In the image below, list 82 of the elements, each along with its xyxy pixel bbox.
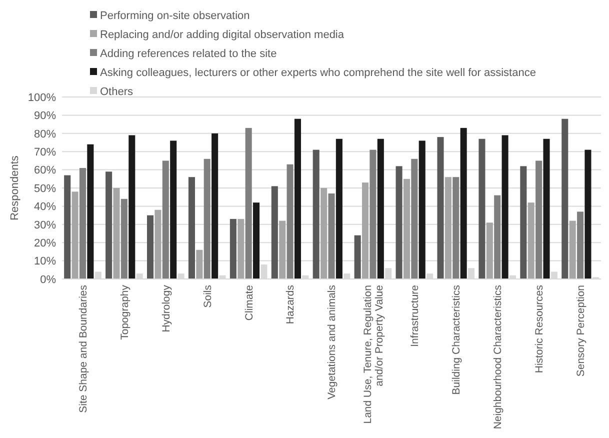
x-tick-label: Hazards — [284, 285, 297, 324]
legend-label: Adding references related to the site — [100, 48, 277, 60]
bar — [584, 150, 592, 279]
bar — [162, 160, 169, 279]
y-tick-label: 100% — [28, 92, 56, 104]
bar — [362, 182, 369, 279]
y-tick-label: 20% — [34, 237, 56, 250]
legend-label: Performing on-site observation — [100, 10, 250, 22]
bar — [204, 158, 210, 279]
bar — [543, 138, 550, 279]
x-tick-label: Climate — [243, 284, 256, 321]
x-tick-label: Site Shape and Boundaries — [77, 285, 90, 413]
legend-label: Asking colleagues, lecturers or other experts who comprehend the site well for assistance — [100, 66, 536, 79]
x-tick-label: Topography — [118, 284, 131, 340]
bar — [494, 195, 501, 279]
bar — [238, 218, 244, 279]
bar — [312, 150, 320, 279]
y-tick-label: 0% — [40, 274, 56, 286]
bar — [279, 220, 286, 279]
bar — [577, 212, 584, 279]
x-tick-label: Infrastructure — [409, 284, 422, 347]
y-tick-label: 40% — [34, 201, 56, 214]
y-tick-label: 50% — [34, 182, 56, 195]
bar — [460, 128, 467, 279]
bar — [452, 177, 460, 279]
bar — [320, 188, 328, 279]
bar — [271, 186, 278, 279]
bar — [502, 135, 508, 279]
bar — [286, 164, 294, 279]
y-tick-label: 10% — [34, 256, 56, 268]
bar — [354, 235, 361, 279]
bar — [418, 140, 426, 279]
bar — [113, 188, 120, 279]
y-tick-label: 80% — [34, 128, 56, 140]
bar — [486, 222, 493, 279]
bar — [377, 138, 384, 279]
bar — [196, 250, 203, 279]
bar — [154, 210, 162, 279]
bar — [528, 202, 534, 279]
bar — [536, 160, 542, 279]
bar — [245, 128, 252, 279]
bar — [520, 166, 527, 279]
bar — [294, 118, 301, 279]
bar — [79, 168, 86, 279]
bar — [120, 198, 128, 279]
bar — [87, 144, 94, 279]
bar — [562, 118, 568, 279]
bar — [230, 218, 236, 279]
x-tick-label: Neighbourhood Characteristics — [492, 285, 504, 430]
bar — [212, 133, 218, 279]
bar — [72, 192, 78, 279]
bar — [64, 175, 71, 279]
x-tick-label: Soils — [202, 285, 214, 308]
bar — [328, 193, 335, 279]
bar — [146, 215, 154, 279]
bar — [336, 138, 342, 279]
y-tick-label: 90% — [34, 110, 56, 122]
y-axis-title: Respondents — [9, 155, 21, 220]
bar — [188, 177, 195, 279]
bar — [253, 202, 260, 279]
x-tick-label: Land Use, Tenure, Regulation and/or Property Value — [362, 284, 386, 424]
bar — [411, 158, 418, 279]
bar — [370, 150, 376, 279]
y-tick-label: 70% — [34, 146, 56, 158]
bar — [569, 220, 576, 279]
bar — [437, 137, 444, 279]
bar — [444, 177, 452, 279]
x-tick-label: Historic Resources — [533, 285, 546, 374]
y-tick-label: 30% — [34, 219, 56, 232]
bar — [396, 166, 402, 279]
y-tick-label: 60% — [34, 164, 56, 177]
bar — [478, 138, 486, 279]
bar — [403, 178, 410, 279]
bar — [106, 172, 112, 279]
x-tick-label: Sensory Perception — [574, 284, 587, 377]
legend-label: Others — [100, 86, 134, 98]
x-tick-label: Vegetations and animals — [326, 285, 338, 400]
x-tick-label: Hydrology — [160, 284, 172, 332]
bar — [170, 140, 177, 279]
bar — [128, 135, 136, 279]
x-tick-label: Building Characteristics — [450, 285, 463, 395]
legend-label: Replacing and/or adding digital observation media — [100, 28, 345, 41]
